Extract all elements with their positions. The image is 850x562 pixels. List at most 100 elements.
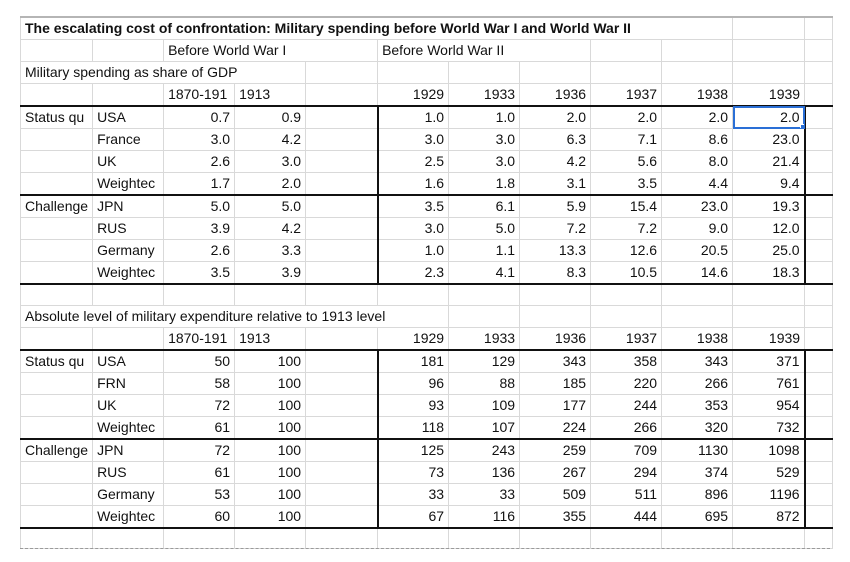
value-cell[interactable]: 7.2 [519,217,592,240]
empty-cell[interactable] [305,128,379,151]
value-cell[interactable]: 3.5 [163,261,236,285]
value-cell[interactable]: 6.3 [519,128,592,151]
empty-cell[interactable] [305,504,379,529]
empty-cell[interactable] [661,39,734,62]
value-cell[interactable]: 23.0 [661,194,734,218]
empty-cell[interactable] [804,304,834,328]
empty-cell[interactable] [305,105,379,129]
year-header[interactable]: 1913 [234,326,307,350]
group-label[interactable] [19,482,94,506]
country-label[interactable]: USA [92,348,165,373]
value-cell[interactable]: 3.0 [234,150,307,173]
value-cell[interactable]: 7.1 [590,128,663,151]
empty-cell[interactable] [519,61,592,84]
value-cell[interactable]: 61 [163,415,236,439]
value-cell[interactable]: 1.0 [376,105,450,129]
empty-cell[interactable] [804,393,834,417]
value-cell[interactable]: 5.0 [234,194,307,218]
sheet-title[interactable]: The escalating cost of confrontation: Mi… [19,16,734,40]
selected-cell[interactable]: 2.0 [732,105,806,129]
value-cell[interactable]: 3.0 [163,128,236,151]
value-cell[interactable]: 10.5 [590,261,663,285]
value-cell[interactable]: 2.0 [234,172,307,196]
value-cell[interactable]: 3.0 [448,150,521,173]
value-cell[interactable]: 93 [376,393,450,417]
value-cell[interactable]: 129 [448,348,521,373]
value-cell[interactable]: 100 [234,482,307,506]
year-header[interactable]: 1870-191 [163,83,236,107]
empty-cell[interactable] [804,128,834,151]
value-cell[interactable]: 1.0 [448,105,521,129]
empty-cell[interactable] [590,283,663,306]
empty-cell[interactable] [305,415,379,439]
empty-cell[interactable] [804,415,834,439]
value-cell[interactable]: 107 [448,415,521,439]
empty-cell[interactable] [590,39,663,62]
spreadsheet-grid[interactable]: The escalating cost of confrontation: Mi… [19,16,834,549]
value-cell[interactable]: 3.9 [163,217,236,240]
value-cell[interactable]: 1.7 [163,172,236,196]
value-cell[interactable]: 1.6 [376,172,450,196]
group-label[interactable] [19,415,94,439]
group-label[interactable] [19,239,94,262]
empty-cell[interactable] [305,460,379,484]
empty-cell[interactable] [163,283,236,306]
value-cell[interactable]: 61 [163,460,236,484]
value-cell[interactable]: 4.1 [448,261,521,285]
group-label[interactable] [19,128,94,151]
empty-cell[interactable] [234,527,307,549]
country-label[interactable]: RUS [92,217,165,240]
value-cell[interactable]: 2.6 [163,150,236,173]
value-cell[interactable]: 100 [234,460,307,484]
year-header[interactable]: 1913 [234,83,307,107]
value-cell[interactable]: 4.2 [234,217,307,240]
value-cell[interactable]: 220 [590,371,663,395]
empty-cell[interactable] [804,83,834,107]
country-label[interactable]: Weightec [92,172,165,196]
value-cell[interactable]: 732 [732,415,806,439]
empty-cell[interactable] [732,61,806,84]
group-label[interactable]: Challenge [19,437,94,462]
empty-cell[interactable] [804,460,834,484]
value-cell[interactable]: 266 [590,415,663,439]
value-cell[interactable]: 12.6 [590,239,663,262]
value-cell[interactable]: 8.6 [661,128,734,151]
empty-cell[interactable] [804,172,834,196]
value-cell[interactable]: 50 [163,348,236,373]
value-cell[interactable]: 529 [732,460,806,484]
value-cell[interactable]: 1130 [661,437,734,462]
value-cell[interactable]: 73 [376,460,450,484]
empty-cell[interactable] [804,283,834,306]
value-cell[interactable]: 96 [376,371,450,395]
section-title[interactable]: Military spending as share of GDP [19,61,307,84]
value-cell[interactable]: 371 [732,348,806,373]
empty-cell[interactable] [732,283,806,306]
group-label[interactable] [19,460,94,484]
value-cell[interactable]: 872 [732,504,806,529]
value-cell[interactable]: 15.4 [590,194,663,218]
empty-cell[interactable] [305,393,379,417]
value-cell[interactable]: 2.6 [163,239,236,262]
value-cell[interactable]: 3.3 [234,239,307,262]
fill-handle[interactable] [799,124,803,128]
value-cell[interactable]: 25.0 [732,239,806,262]
group-label[interactable] [19,393,94,417]
empty-cell[interactable] [305,150,379,173]
value-cell[interactable]: 320 [661,415,734,439]
value-cell[interactable]: 100 [234,437,307,462]
year-header[interactable]: 1936 [519,83,592,107]
period-header-ww2[interactable]: Before World War II [377,39,592,62]
value-cell[interactable]: 1.0 [376,239,450,262]
empty-cell[interactable] [19,527,94,549]
value-cell[interactable]: 509 [519,482,592,506]
empty-cell[interactable] [448,61,521,84]
country-label[interactable]: JPN [92,194,165,218]
empty-cell[interactable] [804,105,834,129]
value-cell[interactable]: 224 [519,415,592,439]
year-header[interactable]: 1936 [519,326,592,350]
empty-cell[interactable] [305,217,379,240]
empty-cell[interactable] [305,283,379,306]
value-cell[interactable]: 355 [519,504,592,529]
country-label[interactable]: USA [92,105,165,129]
value-cell[interactable]: 4.4 [661,172,734,196]
